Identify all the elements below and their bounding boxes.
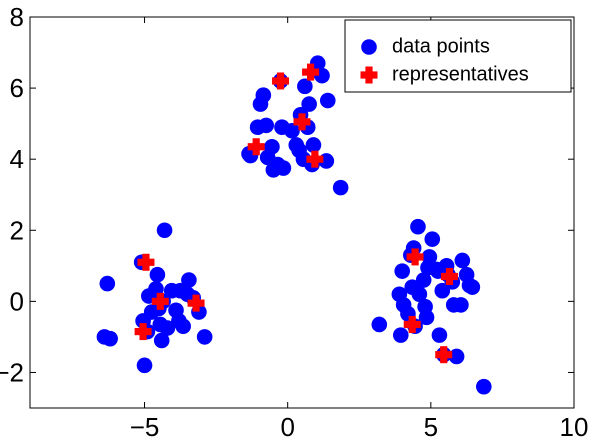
legend-marker-representatives xyxy=(360,66,378,84)
data-point xyxy=(258,117,275,134)
data-point xyxy=(275,160,292,176)
data-point xyxy=(476,378,492,395)
data-point xyxy=(411,286,428,303)
representative-marker xyxy=(406,248,424,266)
legend-label-data-points: data points xyxy=(392,35,490,57)
data-point xyxy=(297,78,313,95)
data-point xyxy=(181,272,197,288)
axis-ticks xyxy=(30,16,575,408)
representative-marker xyxy=(306,150,324,168)
legend-circle-icon xyxy=(361,39,377,55)
data-point xyxy=(424,231,441,247)
data-point xyxy=(421,249,438,265)
legend-marker-data-points xyxy=(361,39,377,55)
representative-marker xyxy=(247,138,265,156)
representative-marker xyxy=(302,63,320,81)
representative-marker xyxy=(151,292,169,310)
legend-box xyxy=(344,19,572,93)
data-point xyxy=(394,263,411,279)
data-point xyxy=(410,218,426,235)
data-point xyxy=(454,252,471,269)
y-tick-label: 6 xyxy=(10,73,24,103)
legend-plus-icon xyxy=(360,66,378,84)
data-point xyxy=(102,330,118,347)
representative-marker xyxy=(187,294,205,312)
data-point xyxy=(153,332,170,349)
data-point xyxy=(264,138,280,155)
legend: data points representatives xyxy=(344,19,572,93)
data-point xyxy=(448,348,465,365)
data-point xyxy=(392,327,409,343)
y-tick-label: −2 xyxy=(0,357,24,387)
data-point xyxy=(434,282,451,299)
representative-marker xyxy=(137,253,155,271)
data-point xyxy=(255,87,272,103)
data-point xyxy=(415,272,432,288)
series-1 xyxy=(134,63,458,364)
x-tick-label: −5 xyxy=(130,412,160,442)
representative-marker xyxy=(403,315,421,333)
y-tick-label: 8 xyxy=(10,2,24,32)
representative-marker xyxy=(272,72,290,90)
x-tick-label: 5 xyxy=(424,412,438,442)
data-point xyxy=(148,281,164,297)
data-point xyxy=(453,297,469,313)
plot-frame xyxy=(29,16,575,409)
x-tick-label: 0 xyxy=(280,412,294,442)
representative-marker xyxy=(440,267,458,285)
representative-marker xyxy=(293,113,311,131)
x-tick-label: 10 xyxy=(560,412,589,442)
data-point xyxy=(301,96,317,112)
data-point xyxy=(464,279,481,295)
representative-marker xyxy=(134,323,152,341)
data-point xyxy=(418,309,435,326)
data-point xyxy=(156,222,173,239)
data-point xyxy=(136,357,153,374)
data-point xyxy=(149,266,166,283)
representative-marker xyxy=(435,346,453,364)
data-point xyxy=(196,329,213,345)
data-point xyxy=(371,316,388,333)
axis-tick-labels: −5 0 5 10 −2 0 2 4 6 8 xyxy=(0,2,588,442)
data-point xyxy=(99,275,116,292)
legend-label-representatives: representatives xyxy=(392,63,529,85)
data-point xyxy=(431,327,448,343)
data-point xyxy=(332,179,349,196)
y-tick-label: 0 xyxy=(10,286,24,316)
data-point xyxy=(284,122,300,139)
data-point xyxy=(159,320,176,336)
data-point xyxy=(175,318,191,335)
data-point xyxy=(305,137,322,153)
data-marks xyxy=(96,55,492,395)
data-point xyxy=(319,92,336,109)
y-tick-label: 4 xyxy=(10,144,24,174)
y-tick-label: 2 xyxy=(10,215,24,245)
